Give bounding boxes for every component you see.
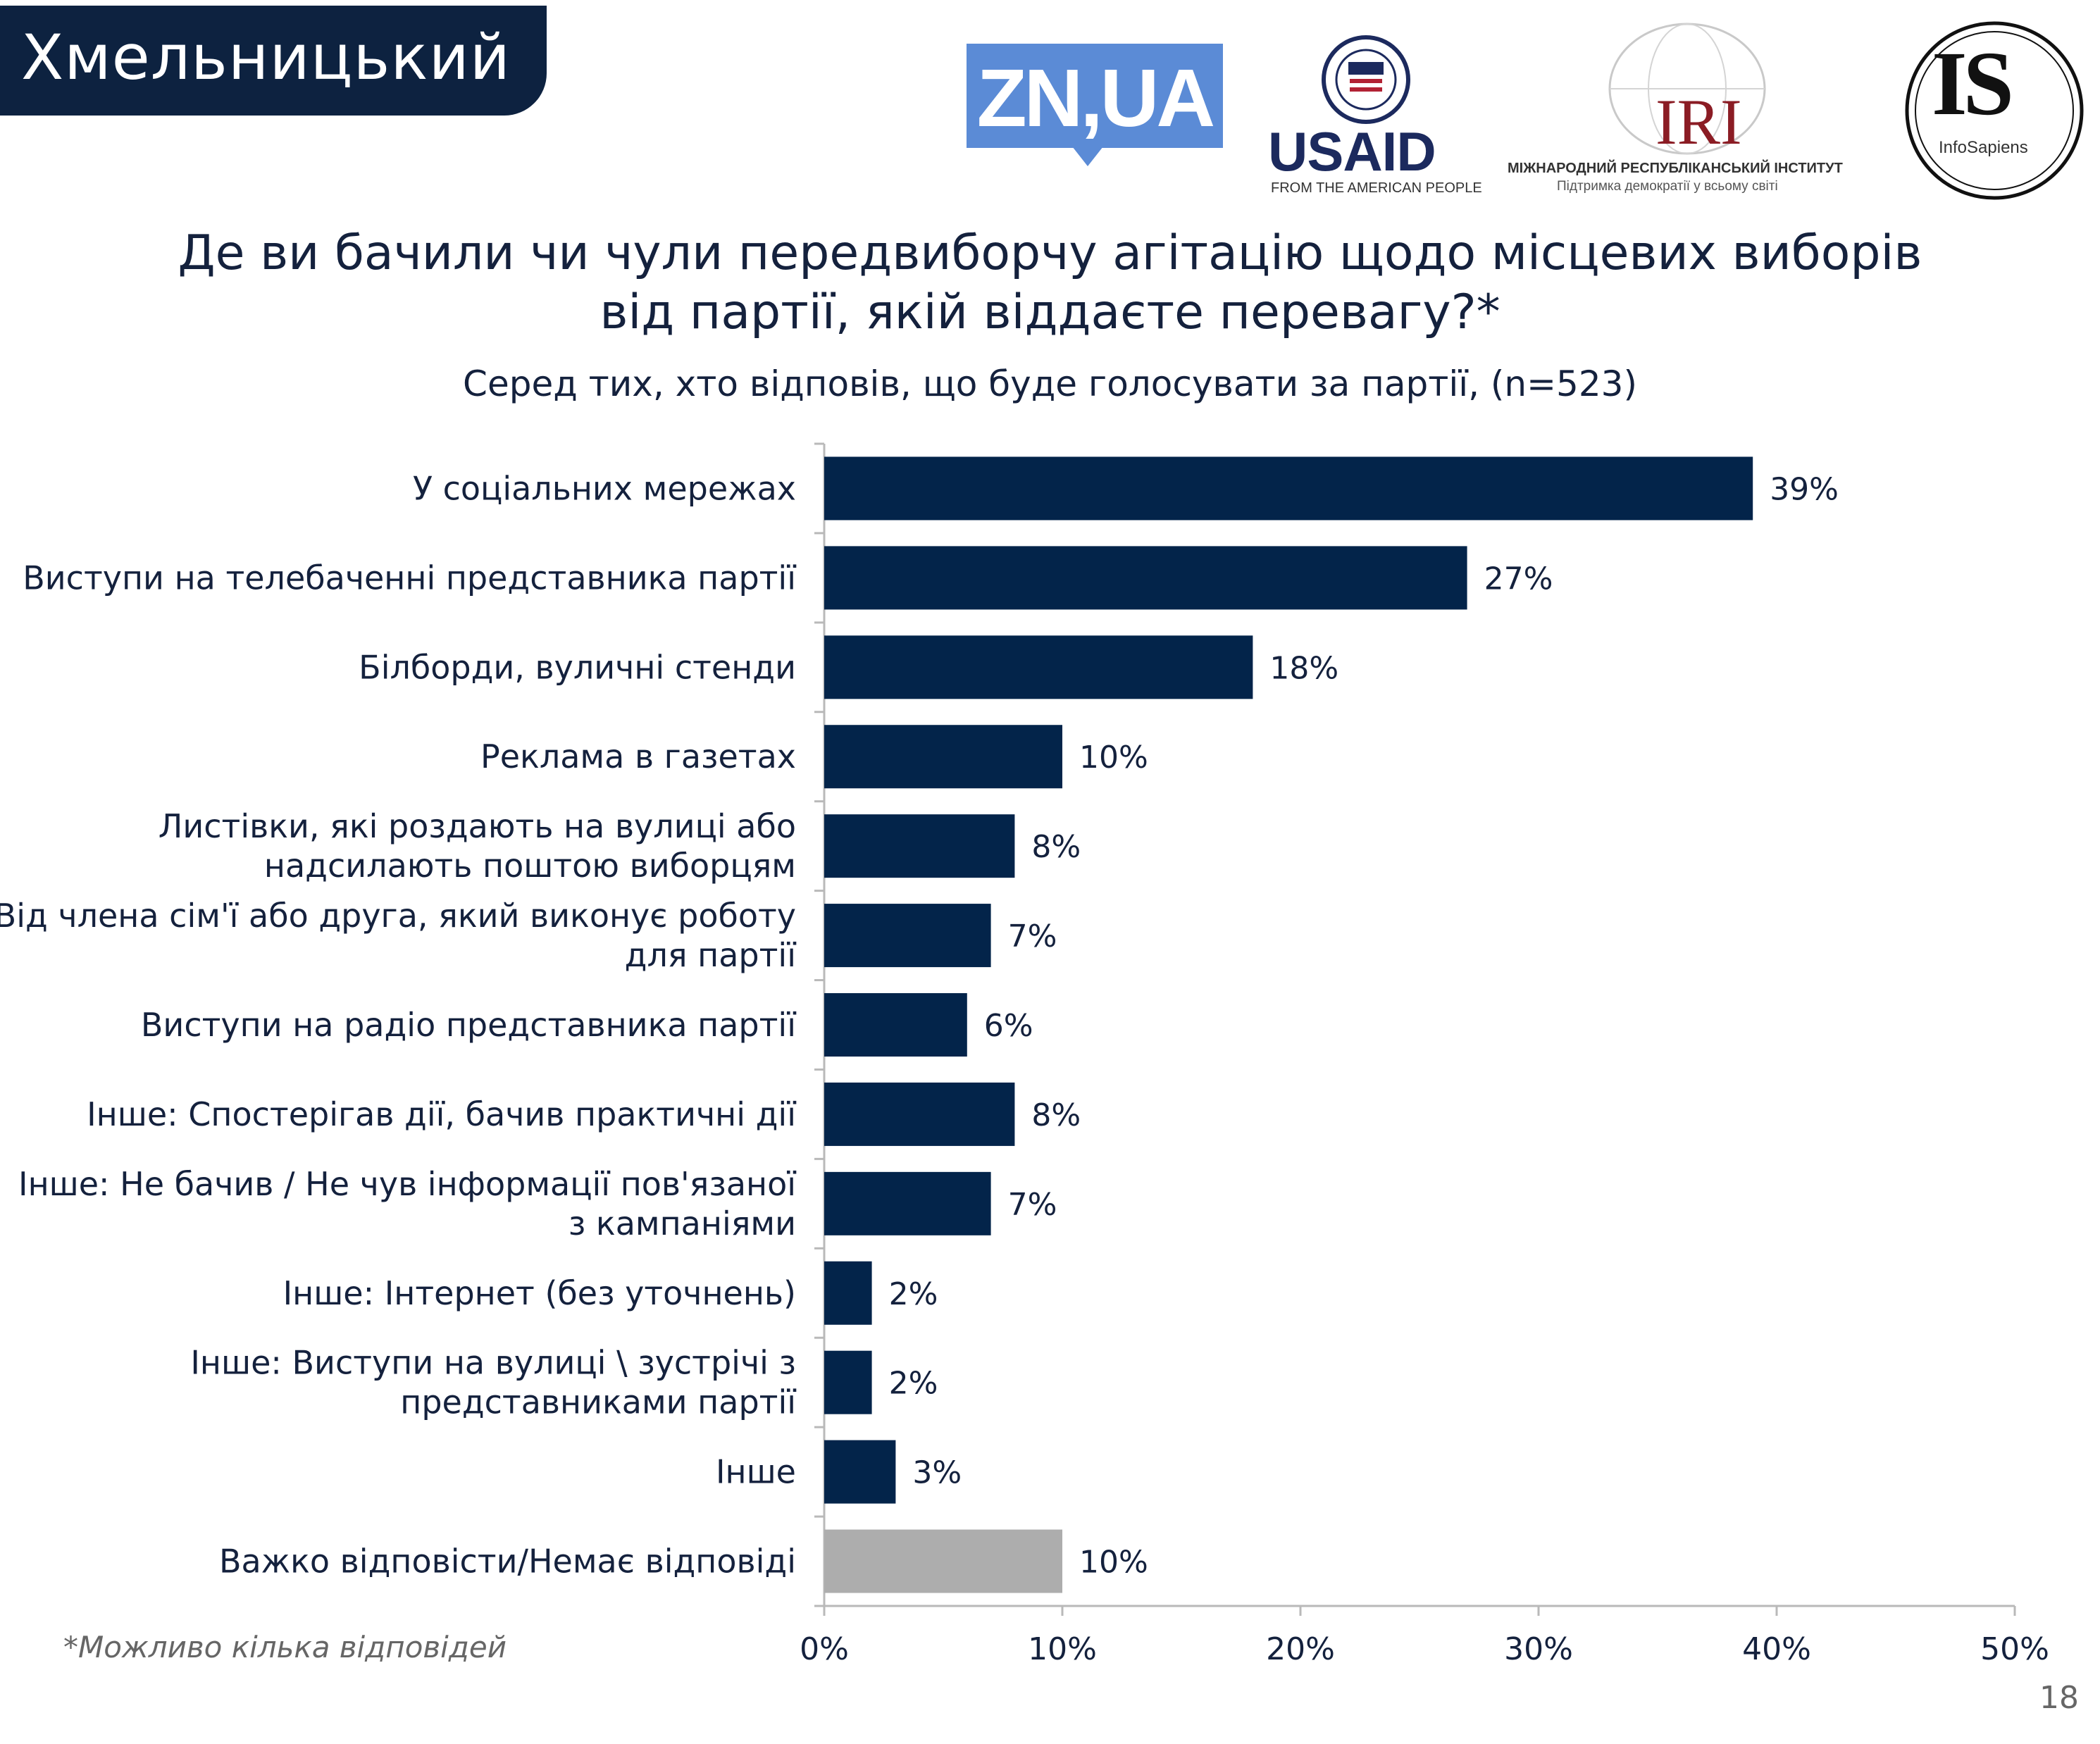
category-label-line: для партії [625,936,797,974]
bar [824,1261,872,1325]
category-label: Інше: Не бачив / Не чув інформації пов'я… [18,1165,797,1242]
bar-value-label: 2% [889,1366,938,1402]
category-label: Від члена сім'ї або друга, який виконує … [0,897,797,974]
category-label-line: Інше: Інтернет (без уточнень) [283,1274,796,1312]
usaid-seal-icon [1322,35,1410,124]
bar [824,1082,1015,1146]
category-label: Важко відповісти/Немає відповіді [219,1543,796,1581]
infosapiens-ring-icon [1905,21,2084,200]
page-number: 18 [2039,1680,2079,1716]
bar-value-label: 7% [1008,1187,1057,1223]
bar-value-label: 2% [889,1276,938,1312]
category-label: Інше: Виступи на вулиці \ зустрічі з пред… [190,1344,797,1421]
category-label-line: Інше [716,1453,796,1491]
region-name: Хмельницький [21,21,511,94]
bar-value-label: 6% [984,1008,1033,1044]
bar-value-label: 8% [1031,829,1081,865]
category-label-line: Важко відповісти/Немає відповіді [219,1543,796,1581]
bar-value-label: 27% [1484,561,1553,597]
category-label: Листівки, які роздають на вулиці або надс… [159,807,796,885]
category-label: Білборди, вуличні стенди [359,648,796,686]
category-label-line: Білборди, вуличні стенди [359,648,796,686]
x-tick-label: 40% [1742,1631,1811,1667]
bar-value-label: 7% [1008,918,1057,954]
category-label: Інше: Спостерігав дії, бачив практичні д… [87,1095,797,1133]
zn-ua-logo: ZN,UA [967,44,1223,166]
infosapiens-name: InfoSapiens [1939,138,2028,157]
category-label-line: з кампаніями [569,1204,796,1242]
category-label: Реклама в газетах [480,737,796,776]
chart-subtitle: Серед тих, хто відповів, що буде голосув… [463,363,1637,404]
zn-ua-logo-text: ZN,UA [976,52,1215,144]
bar-value-label: 18% [1269,650,1338,686]
category-label-line: Інше: Спостерігав дії, бачив практичні д… [87,1095,797,1133]
bar [824,993,967,1057]
footnote: *Можливо кілька відповідей [63,1630,507,1664]
bar-value-label: 39% [1770,471,1839,507]
usaid-tagline: FROM THE AMERICAN PEOPLE [1271,180,1482,196]
category-label-line: Інше: Виступи на вулиці \ зустрічі з [190,1344,796,1382]
infosapiens-logo-text: IS [1932,33,2014,135]
category-label: Інше [716,1453,796,1491]
category-label-line: Листівки, які роздають на вулиці або [159,807,796,845]
bar-value-label: 3% [912,1455,962,1491]
bar-value-label: 8% [1031,1097,1081,1133]
usaid-logo-text: USAID [1268,120,1436,182]
category-label: Виступи на радіо представника партії [141,1006,797,1044]
bar [824,546,1467,610]
iri-globe-icon [1608,23,1766,155]
bar [824,635,1253,699]
bar [824,1350,872,1414]
x-tick-label: 10% [1028,1631,1097,1667]
bar [824,725,1062,789]
bar [824,1440,896,1504]
x-tick-label: 0% [800,1631,849,1667]
iri-logo-text: IRI [1655,86,1742,158]
bar [824,456,1753,521]
category-label-line: Інше: Не бачив / Не чув інформації пов'я… [18,1165,797,1203]
category-label-line: Виступи на телебаченні представника парт… [23,559,797,597]
region-tag: Хмельницький [0,6,547,116]
x-tick-label: 50% [1980,1631,2049,1667]
chart-title: Де ви бачили чи чули передвиборчу агітац… [0,224,2100,342]
iri-name: МІЖНАРОДНИЙ РЕСПУБЛІКАНСЬКИЙ ІНСТИТУТ [1508,161,1843,176]
category-label-line: представниками партії [400,1383,797,1421]
category-label-line: Реклама в газетах [480,737,796,776]
bar [824,904,991,968]
bar-value-label: 10% [1079,1545,1148,1581]
chart-title-line-1: Де ви бачили чи чули передвиборчу агітац… [178,225,1922,281]
category-label-line: надсилають поштою виборцям [264,847,796,885]
category-label: Виступи на телебаченні представника парт… [23,559,797,597]
category-label: У соціальних мережах [413,469,796,507]
bar [824,814,1015,878]
x-tick-label: 20% [1266,1631,1335,1667]
category-label-line: Від члена сім'ї або друга, який виконує … [0,897,796,935]
iri-tagline: Підтримка демократії у всьому світі [1557,179,1778,194]
bar-value-label: 10% [1079,740,1148,776]
bar [824,1171,991,1235]
bar [824,1529,1062,1593]
category-label-line: У соціальних мережах [413,469,796,507]
x-tick-label: 30% [1504,1631,1573,1667]
chart-title-line-2: від партії, якій віддаєте перевагу?* [599,285,1501,340]
category-label: Інше: Інтернет (без уточнень) [283,1274,796,1312]
category-label-line: Виступи на радіо представника партії [141,1006,797,1044]
